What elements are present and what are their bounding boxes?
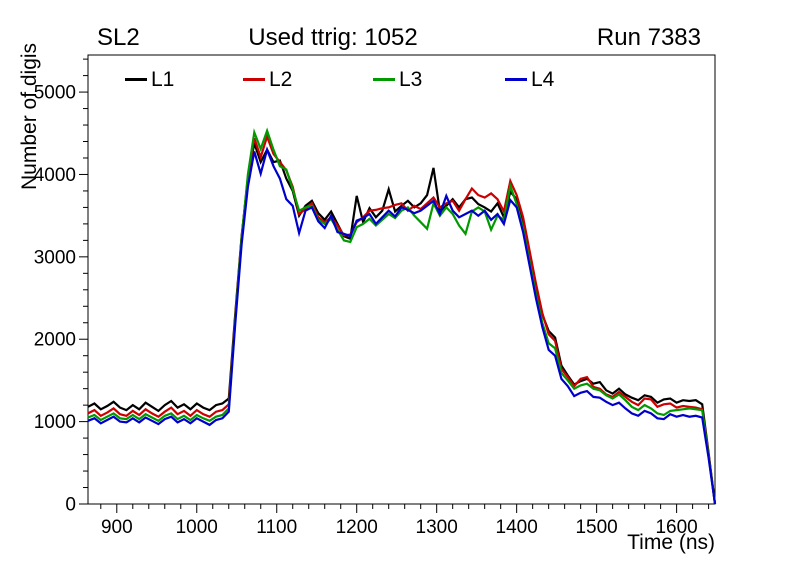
x-axis-tick-label: 1600: [655, 517, 697, 538]
series-line-L2: [87, 133, 717, 505]
legend-marker-3: [505, 77, 527, 81]
legend-label-l1: L1: [151, 67, 175, 91]
legend-entry-l2: L2: [243, 68, 292, 90]
run-number-title: Run 7383: [596, 24, 701, 51]
y-axis-tick-label: 0: [65, 495, 76, 516]
y-axis-tick-label: 5000: [34, 83, 76, 104]
legend-label-l2: L2: [269, 67, 293, 91]
y-axis-tick-label: 4000: [34, 165, 76, 186]
legend-entry-l1: L1: [125, 68, 174, 90]
legend-entry-l4: L4: [505, 68, 554, 90]
y-axis-title: Number of digis: [18, 43, 41, 190]
y-axis-tick-label: 2000: [34, 330, 76, 351]
legend: L1 L2 L3 L4: [0, 68, 796, 90]
x-axis-tick-label: 1100: [256, 517, 297, 538]
plot-title: Used ttrig: 1052: [248, 24, 418, 51]
x-axis-tick-label: 1500: [575, 517, 617, 538]
x-axis-tick-label: 1400: [496, 517, 538, 538]
x-axis-tick-label: 1200: [336, 517, 378, 538]
x-axis-tick-label: 1000: [176, 517, 218, 538]
legend-label-l3: L3: [399, 67, 423, 91]
y-axis-tick-label: 1000: [34, 412, 76, 433]
legend-marker-2: [373, 77, 395, 81]
plot-frame: [87, 54, 716, 505]
x-axis-tick-label: 900: [101, 517, 133, 538]
superlayer-title: SL2: [97, 24, 140, 51]
series-line-L3: [87, 127, 717, 505]
legend-entry-l3: L3: [373, 68, 422, 90]
legend-marker-0: [125, 77, 147, 81]
series-line-L4: [87, 146, 717, 505]
y-axis-tick-label: 3000: [34, 247, 76, 268]
legend-marker-1: [243, 77, 265, 81]
legend-label-l4: L4: [531, 67, 555, 91]
series-line-L1: [87, 138, 717, 505]
x-axis-title: Time (ns): [627, 531, 715, 554]
x-axis-tick-label: 1300: [416, 517, 458, 538]
